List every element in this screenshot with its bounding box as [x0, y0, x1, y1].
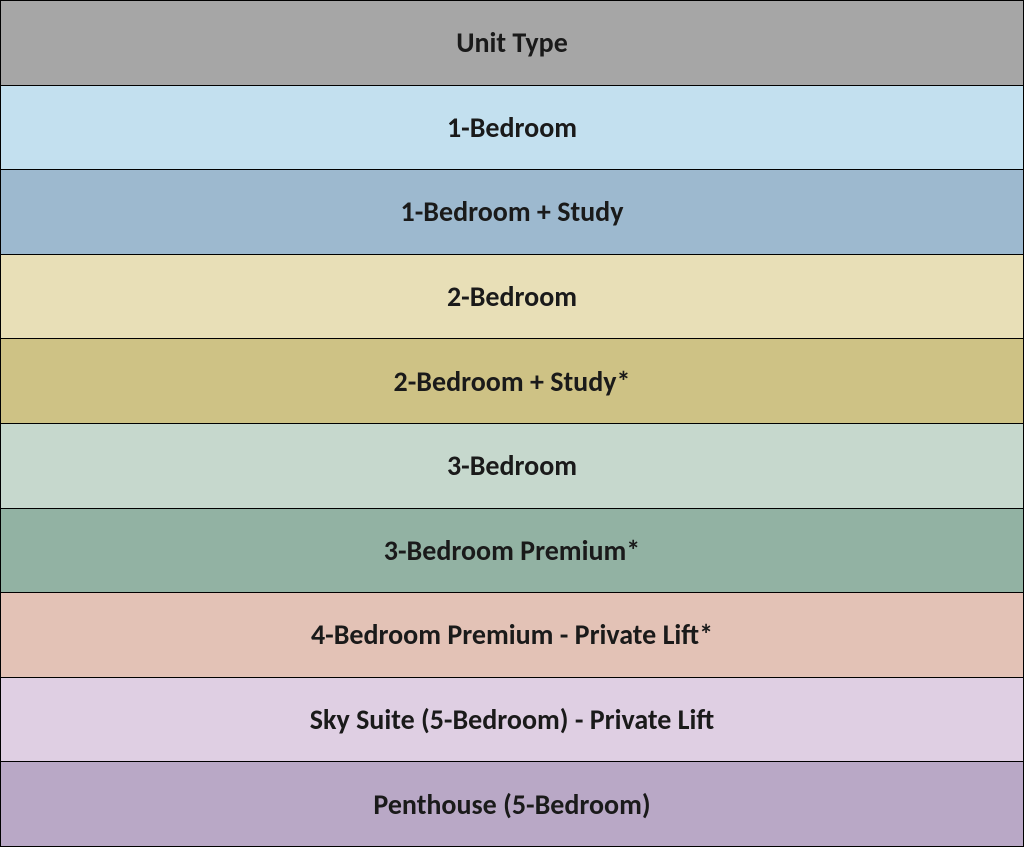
table-header: Unit Type	[0, 0, 1024, 86]
table-row: 4-Bedroom Premium - Private Lift*	[0, 593, 1024, 678]
table-row: 2-Bedroom + Study*	[0, 339, 1024, 424]
table-row: 1-Bedroom	[0, 86, 1024, 171]
table-row: Sky Suite (5-Bedroom) - Private Lift	[0, 678, 1024, 763]
table-row: 3-Bedroom	[0, 424, 1024, 509]
table-row: 1-Bedroom + Study	[0, 170, 1024, 255]
table-row: 3-Bedroom Premium*	[0, 509, 1024, 594]
unit-type-table: Unit Type 1-Bedroom 1-Bedroom + Study 2-…	[0, 0, 1024, 847]
table-row: Penthouse (5-Bedroom)	[0, 762, 1024, 847]
table-row: 2-Bedroom	[0, 255, 1024, 340]
